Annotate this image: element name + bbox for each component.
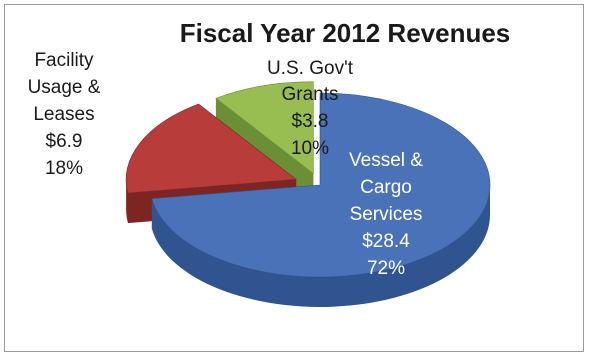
slice-value-label: $6.9 [46,131,83,152]
pie-slice-top [215,81,314,175]
pie-slice-top [151,92,491,278]
slice-percent-label: 72% [367,258,405,279]
slice-label-line: Leases [33,104,94,125]
slice-label-line: Usage & [28,77,101,98]
slice-label-line: Cargo [360,177,412,198]
pie-layer [125,81,491,308]
slice-label-line: Grants [281,84,338,105]
slice-label-line: Services [350,204,423,225]
pie-slice-rim [151,185,491,308]
slice-value-label: $3.8 [292,111,329,132]
slice-label-facility: Facility Usage & Leases $6.9 18% [28,50,101,179]
chart-title: Fiscal Year 2012 Revenues [180,18,511,48]
slice-percent-label: 18% [45,158,83,179]
slice-label-grants: U.S. Gov't Grants $3.8 10% [267,58,354,159]
pie-slice-top [125,103,297,194]
slice-label-line: Facility [34,50,94,71]
slice-value-label: $28.4 [362,231,410,252]
slice-percent-label: 10% [291,138,329,159]
slice-label-line: U.S. Gov't [267,58,354,79]
pie-slice-rim [126,179,128,224]
slice-label-line: Vessel & [349,150,423,171]
pie-slice [151,92,491,308]
slice-label-vessel: Vessel & Cargo Services $28.4 72% [349,150,423,279]
